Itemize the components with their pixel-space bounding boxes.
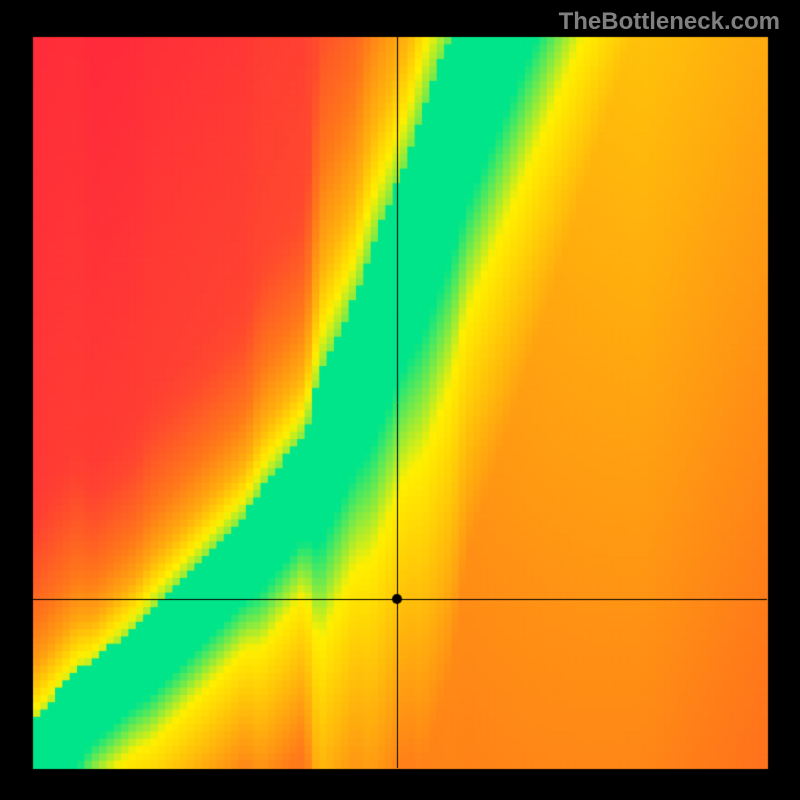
watermark: TheBottleneck.com bbox=[559, 8, 780, 36]
bottleneck-heatmap bbox=[0, 0, 800, 800]
